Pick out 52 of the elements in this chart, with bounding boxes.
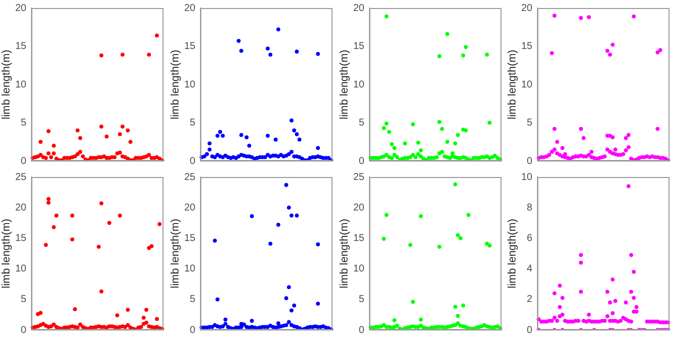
y-tick-label: 15 [352, 232, 364, 244]
y-axis-title: limb length(m) [506, 50, 519, 120]
y-tick-label: 20 [521, 2, 534, 14]
y-tick-label: 5 [20, 118, 27, 128]
y-tick-label: 6 [527, 232, 534, 244]
y-tick-label: 2 [527, 294, 534, 306]
y-axis-title: limb length(m) [338, 50, 350, 120]
y-tick-label: 15 [15, 232, 27, 244]
y-tick-label: 5 [527, 118, 534, 128]
y-tick-label: 0 [358, 324, 364, 336]
y-tick-label: 8 [527, 202, 534, 214]
y-axis-title: limb length(m) [169, 218, 182, 288]
y-axis-title: limb length(m) [0, 50, 13, 120]
y-tick-label: 20 [352, 2, 364, 14]
y-tick-label: 0 [20, 156, 27, 167]
y-tick-label: 20 [15, 2, 27, 14]
y-tick-label: 10 [521, 79, 534, 90]
y-tick-label: 5 [358, 294, 364, 306]
y-tick-label: 0 [527, 324, 534, 336]
y-tick-label: 10 [15, 79, 27, 90]
y-tick-label: 25 [184, 172, 196, 183]
y-axis-title: limb length(m) [506, 218, 519, 288]
y-tick-label: 0 [527, 156, 534, 167]
y-tick-label: 15 [352, 41, 364, 52]
y-axis-title: limb length(m) [0, 218, 13, 288]
y-tick-label: 0 [190, 324, 196, 336]
y-tick-label: 20 [15, 202, 27, 214]
y-tick-label: 15 [521, 41, 534, 52]
y-tick-label: 10 [184, 79, 196, 90]
y-tick-label: 5 [358, 118, 364, 128]
y-tick-label: 10 [352, 79, 364, 90]
y-tick-label: 0 [20, 324, 27, 336]
y-tick-label: 25 [15, 172, 27, 183]
y-tick-label: 10 [184, 264, 196, 275]
y-tick-label: 20 [184, 2, 196, 14]
y-tick-label: 5 [190, 294, 196, 306]
y-tick-label: 20 [352, 202, 364, 214]
y-axis-title: limb length(m) [169, 50, 182, 120]
y-tick-label: 5 [20, 294, 27, 306]
y-tick-label: 15 [184, 41, 196, 52]
y-tick-label: 15 [15, 41, 27, 52]
y-tick-label: 4 [527, 264, 534, 275]
y-tick-label: 20 [184, 202, 196, 214]
y-tick-label: 10 [15, 264, 27, 275]
y-tick-label: 10 [352, 264, 364, 275]
y-axis-title: limb length(m) [338, 218, 350, 288]
y-tick-label: 25 [352, 172, 364, 183]
y-tick-label: 0 [358, 156, 364, 167]
y-tick-label: 15 [184, 232, 196, 244]
y-tick-label: 10 [521, 172, 534, 183]
y-tick-label: 5 [190, 118, 196, 128]
y-tick-label: 0 [190, 156, 196, 167]
